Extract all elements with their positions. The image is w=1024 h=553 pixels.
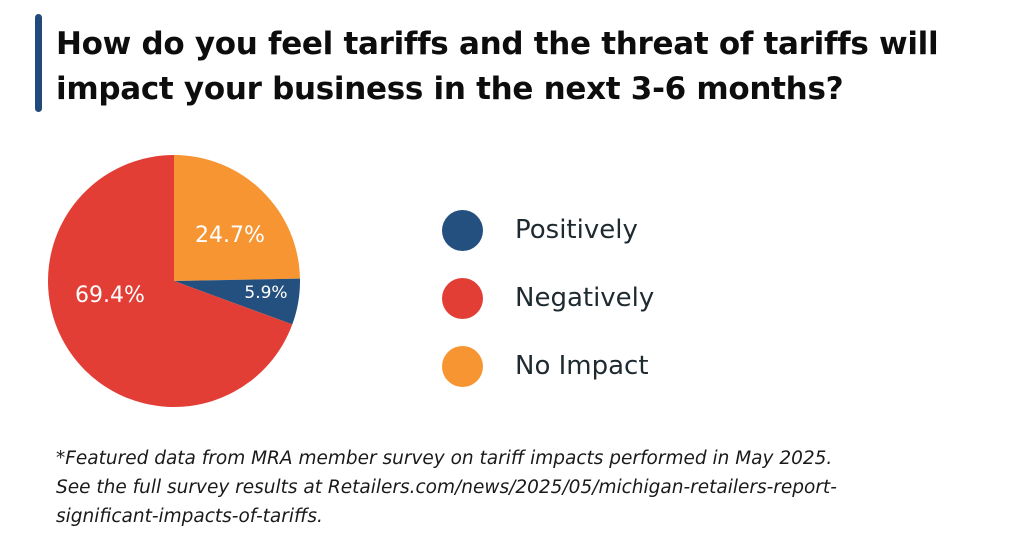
data-label-positively: 5.9%	[244, 283, 287, 303]
legend-label: No Impact	[515, 351, 649, 381]
chart-title: How do you feel tariffs and the threat o…	[56, 22, 1016, 112]
legend-swatch-positively	[442, 209, 483, 251]
pie-slice-positively	[174, 278, 300, 325]
footnote-line-1: *Featured data from MRA member survey on…	[56, 448, 833, 469]
legend-label: Negatively	[515, 283, 655, 313]
pie-slice-negatively	[48, 155, 293, 408]
legend-swatch-negatively	[442, 277, 483, 319]
legend-item-positively: Positively	[442, 196, 654, 264]
legend-label: Positively	[515, 215, 638, 245]
legend: Positively Negatively No Impact	[442, 196, 654, 400]
data-label-no-impact: 24.7%	[195, 223, 265, 248]
pie-chart: 24.7% 5.9% 69.4%	[48, 155, 300, 408]
legend-item-negatively: Negatively	[442, 264, 654, 332]
footnote-line-3: significant-impacts-of-tariffs.	[56, 506, 323, 527]
legend-item-no-impact: No Impact	[442, 332, 654, 400]
title-accent-bar	[35, 14, 42, 112]
data-label-negatively: 69.4%	[75, 283, 145, 308]
pie-slice-no-impact	[174, 155, 300, 281]
footnote-line-2: See the full survey results at Retailers…	[56, 477, 837, 498]
title-line-2: impact your business in the next 3-6 mon…	[56, 71, 844, 107]
footnote: *Featured data from MRA member survey on…	[56, 444, 1016, 531]
legend-swatch-no-impact	[442, 345, 483, 387]
title-line-1: How do you feel tariffs and the threat o…	[56, 26, 939, 62]
